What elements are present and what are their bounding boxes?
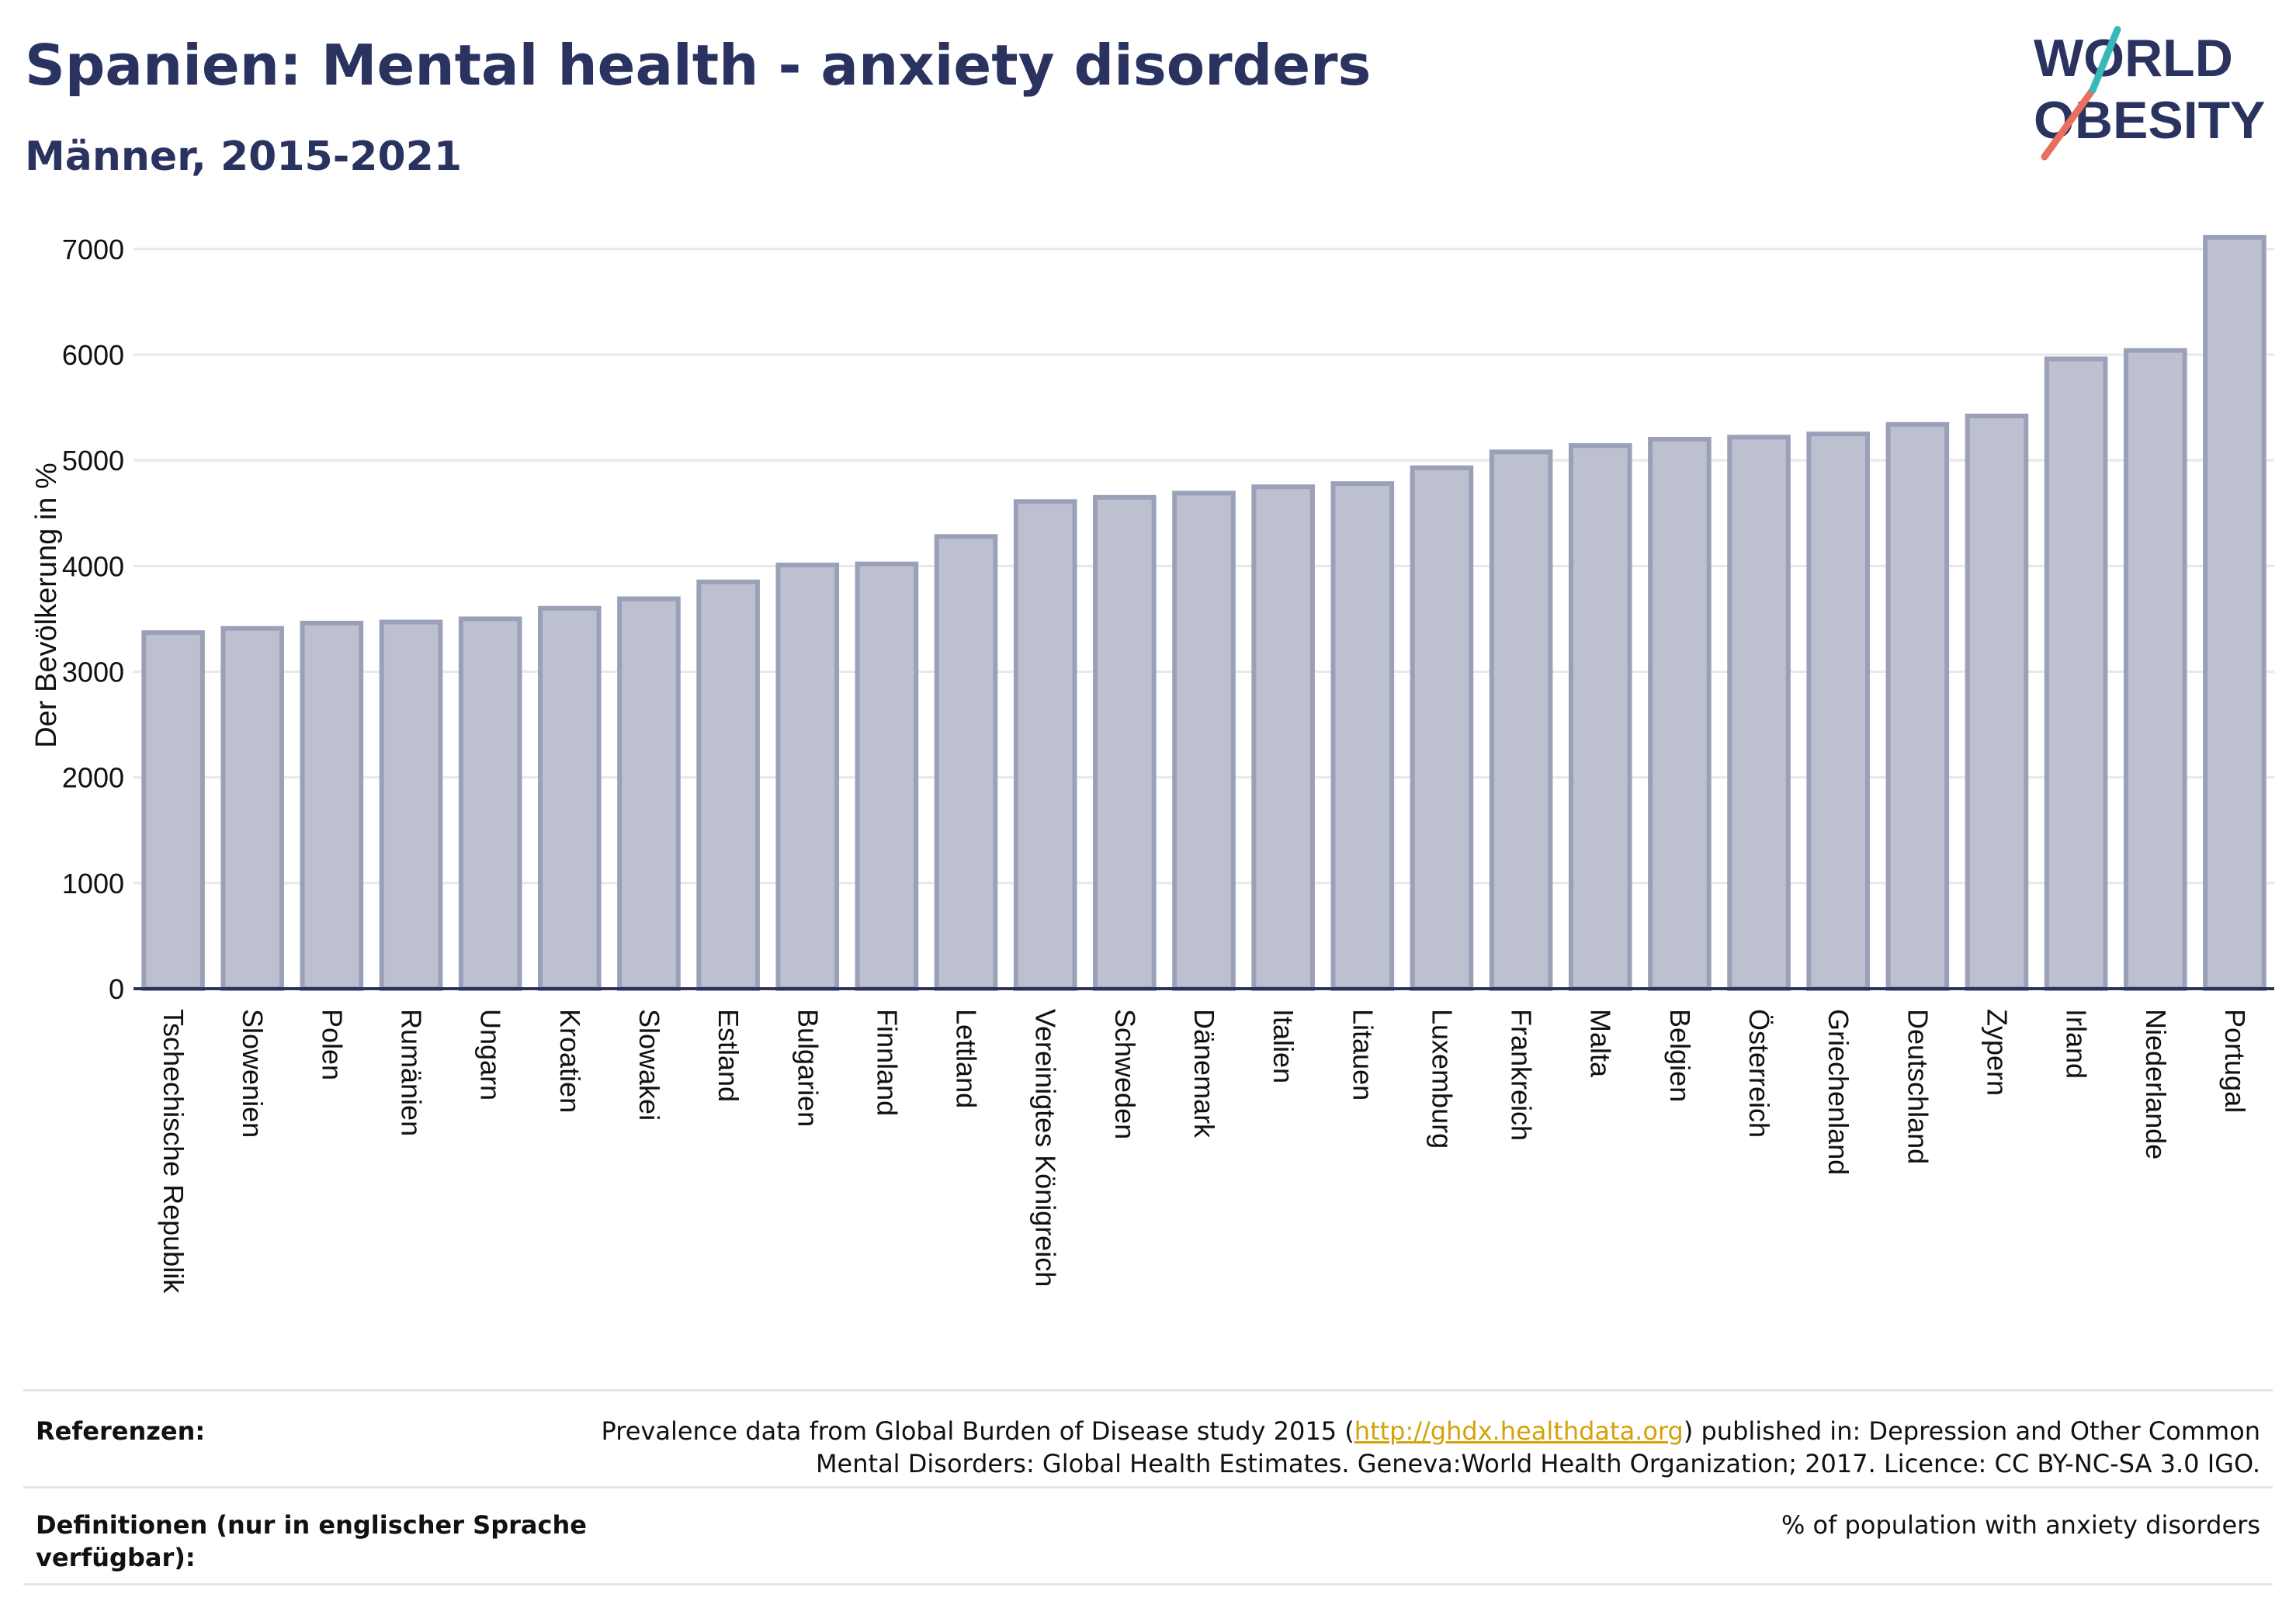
y-tick-label: 6000: [62, 339, 124, 371]
references-table: Referenzen: Prevalence data from Global …: [23, 1389, 2273, 1586]
definitions-text: % of population with anxiety disorders: [1781, 1510, 2260, 1540]
bar: [2044, 356, 2108, 991]
y-tick-label: 1000: [62, 868, 124, 899]
bar: [1251, 484, 1315, 991]
x-tick-label: Malta: [1585, 1009, 1617, 1078]
axis-layer: 0 1000 2000 3000 4000 5000 6000 7000 Tschechisch…: [62, 234, 2274, 1294]
bar: [220, 626, 285, 991]
references-text-after: ) published in: Depression and Other Com…: [1683, 1416, 2260, 1446]
bar: [1013, 499, 1077, 991]
y-tick-label: 3000: [62, 657, 124, 688]
x-tick-label: Polen: [316, 1009, 348, 1080]
bar: [379, 619, 443, 991]
references-link[interactable]: http://ghdx.healthdata.org: [1354, 1416, 1684, 1446]
x-tick-label: Kroatien: [554, 1009, 586, 1113]
logo-slash-coral: [2041, 86, 2097, 161]
bar: [1806, 431, 1870, 991]
definitions-row: Definitionen (nur in englischer Sprache …: [23, 1486, 2273, 1586]
y-tick-label: 2000: [62, 762, 124, 794]
bar: [1965, 413, 2029, 991]
bar-chart: 0 1000 2000 3000 4000 5000 6000 7000 Tschechisch…: [30, 234, 2274, 1294]
bar: [617, 596, 681, 991]
bar-layer: [141, 234, 2267, 992]
x-tick-label: Portugal: [2219, 1009, 2251, 1113]
y-tick-label: 4000: [62, 550, 124, 582]
definitions-label-line1: Definitionen (nur in englischer Sprache: [36, 1510, 587, 1540]
bar: [934, 534, 998, 991]
references-label: Referenzen:: [36, 1416, 206, 1446]
x-tick-label: Bulgarien: [792, 1009, 824, 1127]
references-text: Prevalence data from Global Burden of Di…: [602, 1415, 2260, 1480]
x-tick-label: Slowenien: [237, 1009, 269, 1138]
x-tick-label: Rumänien: [396, 1009, 428, 1136]
chart-title: Spanien: Mental health - anxiety disorde…: [25, 33, 1372, 98]
x-tick-label: Griechenland: [1823, 1009, 1854, 1175]
bar: [1172, 490, 1236, 991]
x-tick-label: Finnland: [871, 1009, 903, 1116]
bar: [141, 630, 205, 991]
logo-line1: WORLD: [2034, 29, 2233, 88]
chart-subtitle: Männer, 2015-2021: [25, 133, 463, 180]
x-tick-label: Luxemburg: [1426, 1009, 1458, 1149]
x-tick-label: Österreich: [1743, 1009, 1775, 1138]
x-tick-label: Slowakei: [633, 1009, 665, 1121]
bar: [775, 562, 840, 991]
x-tick-label: Niederlande: [2140, 1009, 2172, 1159]
bar: [1410, 465, 1474, 991]
definitions-label-line2: verfügbar):: [36, 1543, 196, 1572]
bar: [1489, 449, 1553, 991]
bar: [1330, 481, 1395, 991]
world-obesity-logo: WORLD OBESITY: [2034, 26, 2266, 161]
references-row: Referenzen: Prevalence data from Global …: [23, 1389, 2273, 1486]
bar: [1568, 443, 1632, 991]
y-axis-label: Der Bevölkerung in %: [30, 463, 63, 748]
bar: [458, 616, 522, 992]
x-tick-label: Tschechische Republik: [158, 1009, 189, 1294]
x-tick-label: Irland: [2061, 1009, 2093, 1079]
y-tick-label: 5000: [62, 445, 124, 477]
x-tick-label: Italien: [1268, 1009, 1299, 1083]
references-text-before: Prevalence data from Global Burden of Di…: [601, 1416, 1354, 1446]
x-tick-label: Estland: [713, 1009, 744, 1102]
bar: [696, 579, 760, 991]
x-tick-label: Lettland: [951, 1009, 983, 1108]
bar: [1648, 436, 1712, 991]
y-tick-label: 7000: [62, 234, 124, 265]
definitions-label: Definitionen (nur in englischer Sprache …: [36, 1509, 587, 1574]
bar: [300, 620, 364, 991]
x-tick-label: Dänemark: [1188, 1009, 1220, 1139]
bar: [855, 561, 919, 991]
bar: [1093, 494, 1157, 991]
x-tick-label: Litauen: [1347, 1009, 1379, 1100]
x-tick-label: Deutschland: [1902, 1009, 1934, 1164]
x-tick-label: Vereinigtes Königreich: [1030, 1009, 1062, 1287]
x-tick-label: Schweden: [1109, 1009, 1141, 1139]
y-tick-label: 0: [109, 973, 124, 1005]
bar: [538, 605, 602, 991]
x-tick-label: Ungarn: [475, 1009, 507, 1100]
x-tick-label: Zypern: [1981, 1009, 2013, 1096]
bar: [1727, 435, 1791, 991]
bar: [2123, 348, 2187, 991]
bar: [2203, 234, 2267, 992]
bar: [1885, 421, 1950, 991]
x-tick-label: Frankreich: [1506, 1009, 1538, 1141]
logo-slash-teal: [2089, 26, 2121, 94]
references-text-line2: Mental Disorders: Global Health Estimate…: [815, 1449, 2260, 1478]
x-tick-label: Belgien: [1664, 1009, 1696, 1102]
